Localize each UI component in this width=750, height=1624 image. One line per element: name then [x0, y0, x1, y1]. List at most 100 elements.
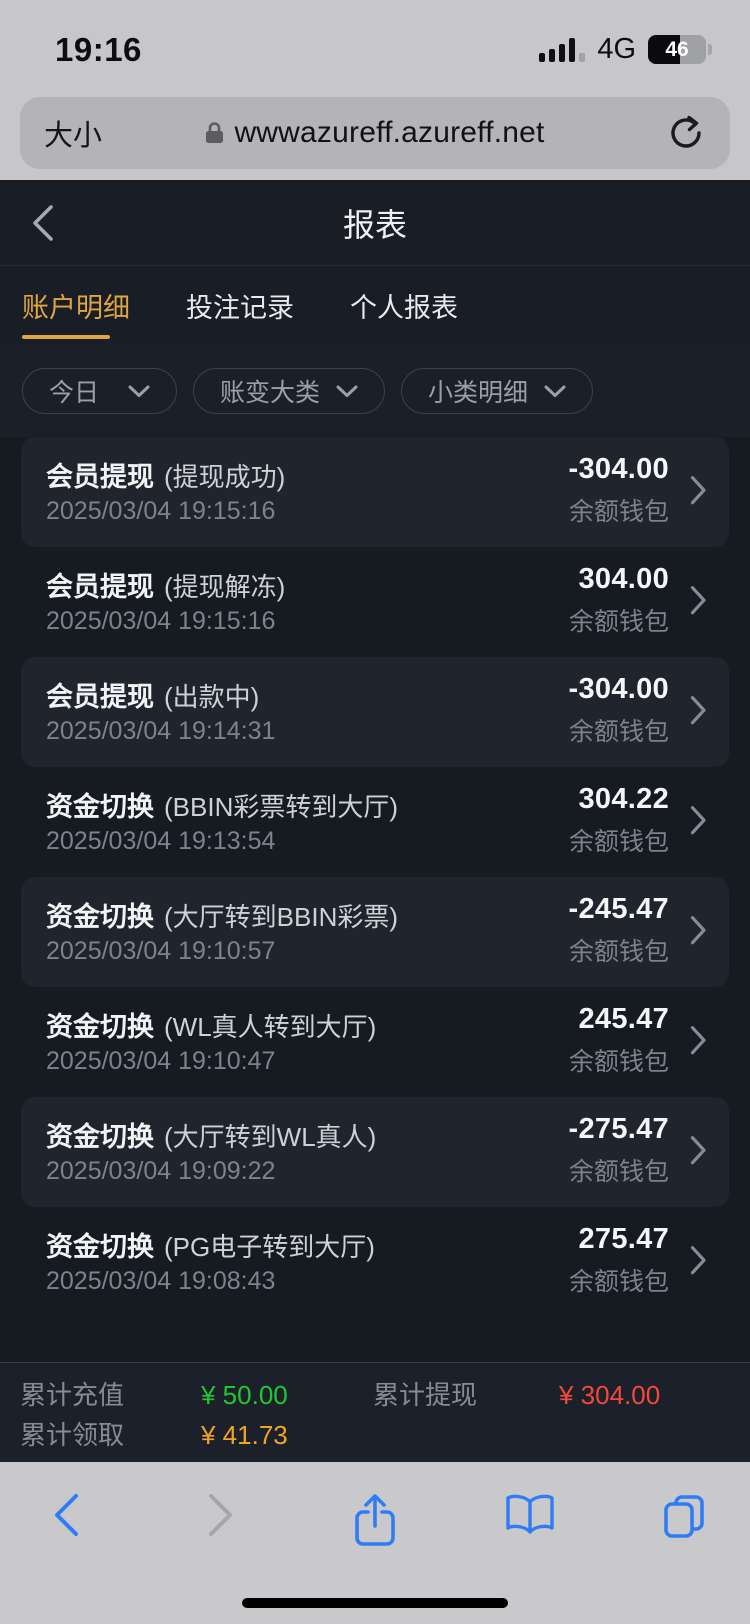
status-time: 19:16: [55, 30, 142, 68]
transaction-detail: (大厅转到BBIN彩票): [164, 902, 399, 932]
transaction-type: 资金切换: [46, 792, 154, 822]
tab-personal-report[interactable]: 个人报表: [350, 293, 458, 323]
transaction-detail: (提现成功): [164, 462, 286, 492]
network-type-label: 4G: [597, 33, 636, 65]
transaction-amount: 245.47: [578, 1003, 669, 1035]
summary-claim-value: ¥ 41.73: [201, 1420, 288, 1450]
transaction-amount: 304.00: [578, 563, 669, 595]
summary-recharge-value: ¥ 50.00: [201, 1380, 288, 1410]
text-size-button[interactable]: 大小: [44, 119, 103, 152]
tab-account-details[interactable]: 账户明细: [22, 293, 130, 323]
chevron-right-icon: [690, 696, 706, 725]
toolbar-forward-button[interactable]: [191, 1492, 251, 1624]
battery-percent: 46: [665, 37, 689, 61]
transaction-row[interactable]: 会员提现 (出款中) 2025/03/04 19:14:31 -304.00 余…: [21, 657, 729, 767]
transaction-row[interactable]: 资金切换 (BBIN彩票转到大厅) 2025/03/04 19:13:54 30…: [21, 767, 729, 877]
transaction-row[interactable]: 资金切换 (PG电子转到大厅) 2025/03/04 19:08:43 275.…: [21, 1207, 729, 1317]
cellular-signal-icon: [539, 37, 586, 62]
transaction-detail: (提现解冻): [164, 572, 286, 602]
transaction-row[interactable]: 资金切换 (大厅转到BBIN彩票) 2025/03/04 19:10:57 -2…: [21, 877, 729, 987]
transaction-detail: (BBIN彩票转到大厅): [164, 792, 399, 822]
transaction-datetime: 2025/03/04 19:15:16: [46, 497, 276, 525]
transaction-type: 资金切换: [46, 902, 154, 932]
report-page: 报表 账户明细 投注记录 个人报表 今日 账变大类 小类明细: [0, 180, 750, 1462]
transaction-amount: -304.00: [568, 673, 669, 705]
transaction-detail: (出款中): [164, 682, 260, 712]
chevron-left-icon: [55, 1494, 78, 1536]
transaction-amount: 275.47: [578, 1223, 669, 1255]
transaction-datetime: 2025/03/04 19:08:43: [46, 1267, 276, 1295]
summary-bar: 累计充值 ¥ 50.00 累计提现 ¥ 304.00 累计领取 ¥ 41.73: [0, 1362, 750, 1462]
transaction-datetime: 2025/03/04 19:14:31: [46, 717, 276, 745]
filter-date-label: 今日: [49, 379, 100, 407]
battery-icon: 46: [648, 35, 706, 64]
tab-bar: 账户明细 投注记录 个人报表: [0, 265, 750, 345]
transaction-list: 会员提现 (提现成功) 2025/03/04 19:15:16 -304.00 …: [0, 437, 750, 1317]
transaction-datetime: 2025/03/04 19:09:22: [46, 1157, 276, 1185]
chevron-right-icon: [690, 806, 706, 835]
tab-bet-records[interactable]: 投注记录: [186, 293, 294, 323]
safari-url-bar: 大小 wwwazureff.azureff.net: [0, 85, 750, 180]
transaction-type: 资金切换: [46, 1012, 154, 1042]
transaction-detail: (大厅转到WL真人): [164, 1122, 377, 1152]
tabs-button[interactable]: [654, 1492, 714, 1624]
transaction-wallet: 余额钱包: [568, 938, 669, 966]
chevron-right-icon: [690, 916, 706, 945]
transaction-wallet: 余额钱包: [568, 828, 669, 856]
address-field[interactable]: 大小 wwwazureff.azureff.net: [20, 96, 730, 169]
share-icon: [355, 1494, 395, 1546]
stacked-tabs-icon: [664, 1495, 704, 1538]
transaction-datetime: 2025/03/04 19:13:54: [46, 827, 276, 855]
transaction-row[interactable]: 资金切换 (大厅转到WL真人) 2025/03/04 19:09:22 -275…: [21, 1097, 729, 1207]
toolbar-back-button[interactable]: [36, 1492, 96, 1624]
filter-bar: 今日 账变大类 小类明细: [0, 345, 750, 437]
chevron-right-icon: [690, 476, 706, 505]
transaction-type: 会员提现: [46, 682, 154, 712]
transaction-amount: -275.47: [568, 1113, 669, 1145]
transaction-amount: 304.22: [578, 783, 669, 815]
reload-button[interactable]: [666, 113, 706, 153]
summary-recharge-label: 累计充值: [20, 1380, 125, 1410]
transaction-type: 资金切换: [46, 1232, 154, 1262]
transaction-wallet: 余额钱包: [568, 718, 669, 746]
active-tab-underline: [22, 335, 110, 339]
reload-icon: [671, 115, 701, 148]
chevron-right-icon: [208, 1494, 232, 1536]
transaction-wallet: 余额钱包: [568, 1158, 669, 1186]
transaction-wallet: 余额钱包: [568, 498, 669, 526]
share-button[interactable]: [345, 1492, 405, 1624]
chevron-right-icon: [690, 1136, 706, 1165]
transaction-wallet: 余额钱包: [568, 1268, 669, 1296]
filter-subcategory-dropdown[interactable]: 小类明细: [401, 368, 594, 414]
chevron-right-icon: [690, 1026, 706, 1055]
filter-date-dropdown[interactable]: 今日: [22, 368, 177, 414]
summary-withdraw-label: 累计提现: [373, 1380, 478, 1410]
transaction-datetime: 2025/03/04 19:10:57: [46, 937, 276, 965]
book-icon: [505, 1494, 554, 1534]
filter-category-label: 账变大类: [220, 379, 321, 407]
back-button[interactable]: [22, 180, 64, 265]
transaction-type: 资金切换: [46, 1122, 154, 1152]
chevron-left-icon: [33, 204, 53, 241]
home-indicator[interactable]: [242, 1598, 508, 1608]
transaction-type: 会员提现: [46, 462, 154, 492]
chevron-right-icon: [690, 1246, 706, 1275]
page-header: 报表: [0, 180, 750, 265]
filter-category-dropdown[interactable]: 账变大类: [193, 368, 386, 414]
transaction-amount: -245.47: [568, 893, 669, 925]
filter-subcategory-label: 小类明细: [428, 379, 529, 407]
transaction-type: 会员提现: [46, 572, 154, 602]
chevron-down-icon: [544, 385, 566, 397]
summary-withdraw-value: ¥ 304.00: [559, 1380, 661, 1410]
transaction-row[interactable]: 会员提现 (提现成功) 2025/03/04 19:15:16 -304.00 …: [21, 437, 729, 547]
transaction-detail: (WL真人转到大厅): [164, 1012, 377, 1042]
transaction-row[interactable]: 资金切换 (WL真人转到大厅) 2025/03/04 19:10:47 245.…: [21, 987, 729, 1097]
transaction-datetime: 2025/03/04 19:10:47: [46, 1047, 276, 1075]
transaction-row[interactable]: 会员提现 (提现解冻) 2025/03/04 19:15:16 304.00 余…: [21, 547, 729, 657]
summary-claim-label: 累计领取: [20, 1420, 125, 1450]
transaction-wallet: 余额钱包: [568, 608, 669, 636]
bookmarks-button[interactable]: [500, 1492, 560, 1624]
url-text: wwwazureff.azureff.net: [234, 115, 545, 149]
transaction-datetime: 2025/03/04 19:15:16: [46, 607, 276, 635]
lock-icon: [206, 121, 224, 143]
